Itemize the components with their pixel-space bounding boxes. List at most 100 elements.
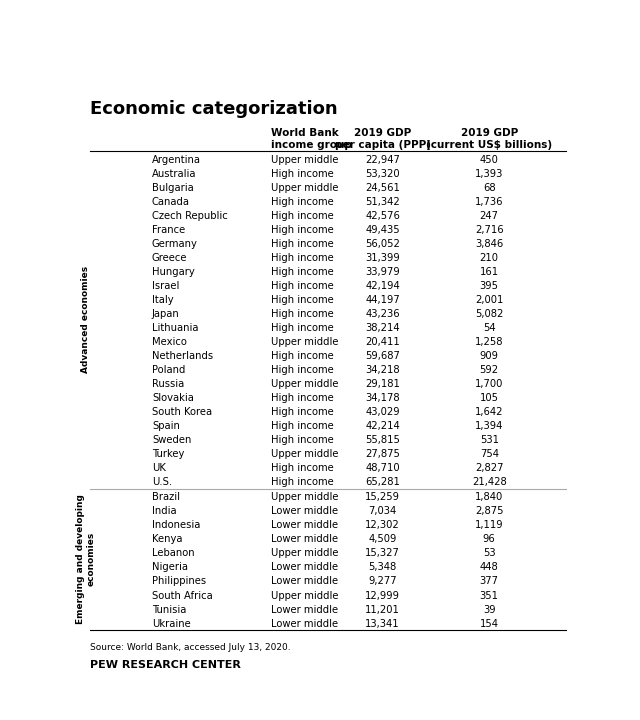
Text: 38,214: 38,214 <box>365 323 400 333</box>
Text: 43,029: 43,029 <box>365 407 400 417</box>
Text: 377: 377 <box>480 577 499 587</box>
Text: High income: High income <box>271 421 333 431</box>
Text: 1,258: 1,258 <box>475 337 504 347</box>
Text: Upper middle: Upper middle <box>271 155 339 165</box>
Text: PEW RESEARCH CENTER: PEW RESEARCH CENTER <box>90 660 241 670</box>
Text: Lower middle: Lower middle <box>271 521 338 531</box>
Text: Upper middle: Upper middle <box>271 183 339 193</box>
Text: Upper middle: Upper middle <box>271 379 339 389</box>
Text: 448: 448 <box>480 562 499 572</box>
Text: 22,947: 22,947 <box>365 155 400 165</box>
Text: 43,236: 43,236 <box>365 309 400 319</box>
Text: High income: High income <box>271 309 333 319</box>
Text: High income: High income <box>271 197 333 207</box>
Text: Philippines: Philippines <box>152 577 206 587</box>
Text: High income: High income <box>271 239 333 248</box>
Text: Economic categorization: Economic categorization <box>90 100 337 118</box>
Text: High income: High income <box>271 407 333 417</box>
Text: Advanced economies: Advanced economies <box>81 266 90 372</box>
Text: 1,393: 1,393 <box>475 168 504 179</box>
Text: 34,178: 34,178 <box>365 393 400 403</box>
Text: 754: 754 <box>480 449 499 459</box>
Text: South Africa: South Africa <box>152 590 212 600</box>
Text: 15,259: 15,259 <box>365 492 400 503</box>
Text: Indonesia: Indonesia <box>152 521 200 531</box>
Text: High income: High income <box>271 295 333 305</box>
Text: Russia: Russia <box>152 379 184 389</box>
Text: High income: High income <box>271 393 333 403</box>
Text: High income: High income <box>271 211 333 221</box>
Text: Lower middle: Lower middle <box>271 534 338 544</box>
Text: 53,320: 53,320 <box>365 168 400 179</box>
Text: 20,411: 20,411 <box>365 337 400 347</box>
Text: Upper middle: Upper middle <box>271 549 339 559</box>
Text: Bulgaria: Bulgaria <box>152 183 194 193</box>
Text: 7,034: 7,034 <box>369 506 397 516</box>
Text: 24,561: 24,561 <box>365 183 400 193</box>
Text: World Bank
income group: World Bank income group <box>271 128 352 150</box>
Text: 1,642: 1,642 <box>475 407 504 417</box>
Text: UK: UK <box>152 463 166 473</box>
Text: 161: 161 <box>479 267 499 276</box>
Text: Lithuania: Lithuania <box>152 323 198 333</box>
Text: Lower middle: Lower middle <box>271 605 338 615</box>
Text: Australia: Australia <box>152 168 196 179</box>
Text: 21,428: 21,428 <box>472 477 507 487</box>
Text: 5,348: 5,348 <box>369 562 397 572</box>
Text: Netherlands: Netherlands <box>152 351 213 361</box>
Text: Hungary: Hungary <box>152 267 195 276</box>
Text: Argentina: Argentina <box>152 155 201 165</box>
Text: High income: High income <box>271 253 333 263</box>
Text: 1,840: 1,840 <box>475 492 503 503</box>
Text: Tunisia: Tunisia <box>152 605 186 615</box>
Text: 31,399: 31,399 <box>365 253 400 263</box>
Text: 11,201: 11,201 <box>365 605 400 615</box>
Text: High income: High income <box>271 168 333 179</box>
Text: 2019 GDP
(current US$ billions): 2019 GDP (current US$ billions) <box>426 128 552 150</box>
Text: 1,119: 1,119 <box>475 521 504 531</box>
Text: High income: High income <box>271 267 333 276</box>
Text: 54: 54 <box>483 323 495 333</box>
Text: Israel: Israel <box>152 281 179 291</box>
Text: Mexico: Mexico <box>152 337 187 347</box>
Text: 247: 247 <box>480 211 499 221</box>
Text: 13,341: 13,341 <box>365 618 400 629</box>
Text: Poland: Poland <box>152 365 186 375</box>
Text: Sweden: Sweden <box>152 435 191 445</box>
Text: 53: 53 <box>483 549 495 559</box>
Text: Lower middle: Lower middle <box>271 618 338 629</box>
Text: 42,214: 42,214 <box>365 421 400 431</box>
Text: High income: High income <box>271 323 333 333</box>
Text: India: India <box>152 506 177 516</box>
Text: Brazil: Brazil <box>152 492 180 503</box>
Text: 909: 909 <box>480 351 499 361</box>
Text: 15,327: 15,327 <box>365 549 400 559</box>
Text: 1,736: 1,736 <box>475 197 504 207</box>
Text: Ukraine: Ukraine <box>152 618 191 629</box>
Text: 351: 351 <box>480 590 499 600</box>
Text: 2,875: 2,875 <box>475 506 504 516</box>
Text: Czech Republic: Czech Republic <box>152 211 228 221</box>
Text: 44,197: 44,197 <box>365 295 400 305</box>
Text: 33,979: 33,979 <box>365 267 400 276</box>
Text: 395: 395 <box>480 281 499 291</box>
Text: 3,846: 3,846 <box>475 239 503 248</box>
Text: High income: High income <box>271 365 333 375</box>
Text: 96: 96 <box>483 534 495 544</box>
Text: 5,082: 5,082 <box>475 309 504 319</box>
Text: 48,710: 48,710 <box>365 463 400 473</box>
Text: Greece: Greece <box>152 253 188 263</box>
Text: Lower middle: Lower middle <box>271 562 338 572</box>
Text: 29,181: 29,181 <box>365 379 400 389</box>
Text: 592: 592 <box>479 365 499 375</box>
Text: 12,999: 12,999 <box>365 590 400 600</box>
Text: 450: 450 <box>480 155 499 165</box>
Text: 2,001: 2,001 <box>475 295 504 305</box>
Text: High income: High income <box>271 463 333 473</box>
Text: High income: High income <box>271 435 333 445</box>
Text: Spain: Spain <box>152 421 180 431</box>
Text: Japan: Japan <box>152 309 180 319</box>
Text: France: France <box>152 225 185 235</box>
Text: South Korea: South Korea <box>152 407 212 417</box>
Text: 34,218: 34,218 <box>365 365 400 375</box>
